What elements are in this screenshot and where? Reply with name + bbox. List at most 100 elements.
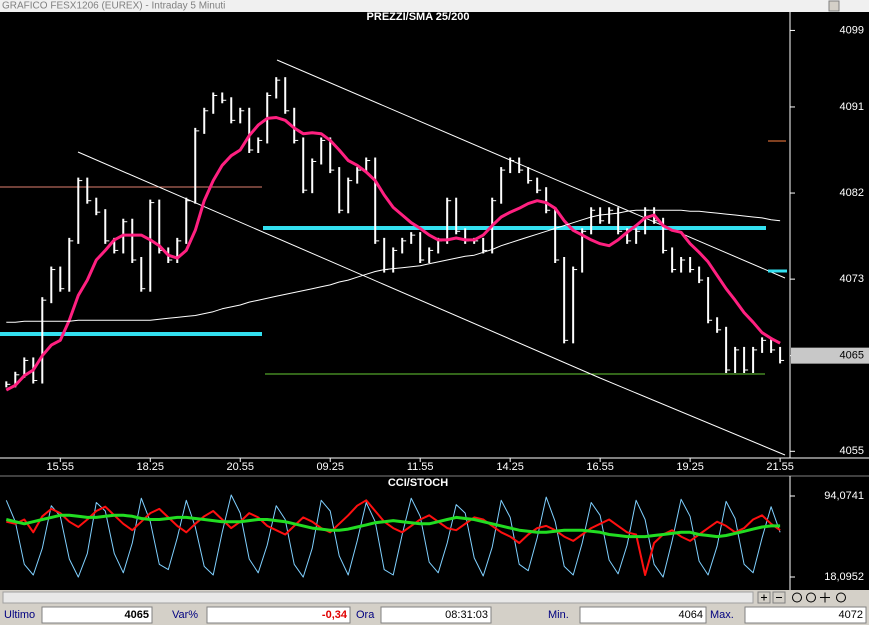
price-bar bbox=[671, 247, 674, 273]
y-tick-label: 18,0952 bbox=[824, 571, 864, 583]
price-bar bbox=[203, 107, 206, 134]
price-bar bbox=[707, 277, 710, 324]
price-bar bbox=[23, 357, 26, 378]
price-bar bbox=[383, 237, 386, 273]
price-bar bbox=[482, 237, 485, 254]
x-tick-label: 18.25 bbox=[136, 461, 164, 473]
field bbox=[380, 606, 492, 624]
series-line bbox=[6, 209, 781, 323]
price-bar bbox=[572, 266, 575, 344]
price-bar bbox=[59, 266, 62, 292]
x-tick-label: 19.25 bbox=[676, 461, 704, 473]
price-bar bbox=[356, 167, 359, 184]
price-bar bbox=[221, 92, 224, 104]
price-bar bbox=[437, 237, 440, 254]
price-bar bbox=[338, 167, 341, 214]
price-bar bbox=[554, 207, 557, 263]
price-bar bbox=[194, 127, 197, 204]
price-bar bbox=[509, 157, 512, 174]
status-label: Max. bbox=[710, 609, 734, 621]
x-tick-label: 21.55 bbox=[766, 461, 794, 473]
field bbox=[744, 606, 867, 624]
price-bar bbox=[329, 137, 332, 174]
price-bar bbox=[68, 237, 71, 292]
price-bar bbox=[644, 207, 647, 235]
price-bar bbox=[635, 228, 638, 244]
price-bar bbox=[716, 317, 719, 333]
price-bar bbox=[455, 197, 458, 235]
price-bar bbox=[158, 199, 161, 254]
price-bar bbox=[311, 158, 314, 194]
price-bar bbox=[761, 337, 764, 353]
x-tick-label: 20.55 bbox=[226, 461, 254, 473]
scroll-track[interactable] bbox=[2, 591, 754, 604]
price-bar bbox=[140, 257, 143, 292]
price-bar bbox=[104, 209, 107, 244]
window-title: GRAFICO FESX1206 (EUREX) - Intraday 5 Mi… bbox=[2, 1, 225, 12]
y-tick-label: 94,0741 bbox=[824, 490, 864, 502]
y-tick-label: 4082 bbox=[840, 187, 864, 199]
field bbox=[579, 606, 707, 624]
status-label: Ora bbox=[356, 609, 375, 621]
price-bar bbox=[392, 247, 395, 273]
tool-button[interactable] bbox=[836, 592, 846, 603]
price-bar bbox=[563, 257, 566, 344]
price-bar bbox=[581, 228, 584, 273]
status-label: Ultimo bbox=[4, 609, 35, 621]
price-bar bbox=[86, 177, 89, 204]
price-bar bbox=[257, 137, 260, 153]
price-bar bbox=[770, 337, 773, 353]
price-bar bbox=[743, 346, 746, 373]
price-bar bbox=[680, 257, 683, 273]
price-bar bbox=[185, 197, 188, 244]
tool-button[interactable] bbox=[806, 592, 816, 603]
window-button[interactable] bbox=[828, 0, 840, 12]
price-bar bbox=[176, 237, 179, 263]
trend-line bbox=[77, 151, 601, 379]
price-bar bbox=[230, 97, 233, 124]
last-price-box bbox=[791, 347, 869, 364]
price-bar bbox=[446, 197, 449, 244]
x-tick-label: 15.55 bbox=[47, 461, 75, 473]
status-value: -0,34 bbox=[322, 609, 348, 621]
price-bar bbox=[275, 77, 278, 99]
price-bar bbox=[284, 77, 287, 114]
price-bar bbox=[50, 266, 53, 304]
field bbox=[41, 606, 153, 624]
price-bar bbox=[77, 177, 80, 244]
tool-button[interactable] bbox=[792, 592, 802, 603]
price-bar bbox=[599, 207, 602, 224]
series-line bbox=[5, 513, 781, 539]
price-bar bbox=[365, 157, 368, 174]
y-tick-label: 4091 bbox=[840, 101, 864, 113]
price-bar bbox=[662, 217, 665, 254]
price-bar bbox=[113, 237, 116, 254]
chart-title: CCI/STOCH bbox=[388, 477, 448, 489]
price-bar bbox=[212, 92, 215, 114]
price-bar bbox=[410, 232, 413, 244]
status-value: 4072 bbox=[839, 609, 863, 621]
price-bar bbox=[302, 137, 305, 194]
icon bbox=[761, 594, 767, 601]
field bbox=[206, 606, 351, 624]
x-tick-label: 16.55 bbox=[586, 461, 614, 473]
status-label: Var% bbox=[172, 609, 198, 621]
price-bar bbox=[536, 177, 539, 194]
price-bar bbox=[41, 297, 44, 384]
tool-button[interactable] bbox=[820, 592, 830, 603]
price-bar bbox=[347, 177, 350, 214]
price-bar bbox=[752, 346, 755, 373]
price-bar bbox=[518, 157, 521, 174]
price-bar bbox=[131, 218, 134, 263]
title-bar bbox=[0, 0, 869, 12]
price-bar bbox=[689, 257, 692, 273]
last-price-label: 4065 bbox=[840, 350, 864, 362]
y-tick-label: 4099 bbox=[840, 24, 864, 36]
price-bar bbox=[419, 232, 422, 263]
price-bar bbox=[545, 187, 548, 214]
x-tick-label: 14.25 bbox=[496, 461, 524, 473]
price-bar bbox=[626, 228, 629, 244]
price-bar bbox=[248, 107, 251, 153]
